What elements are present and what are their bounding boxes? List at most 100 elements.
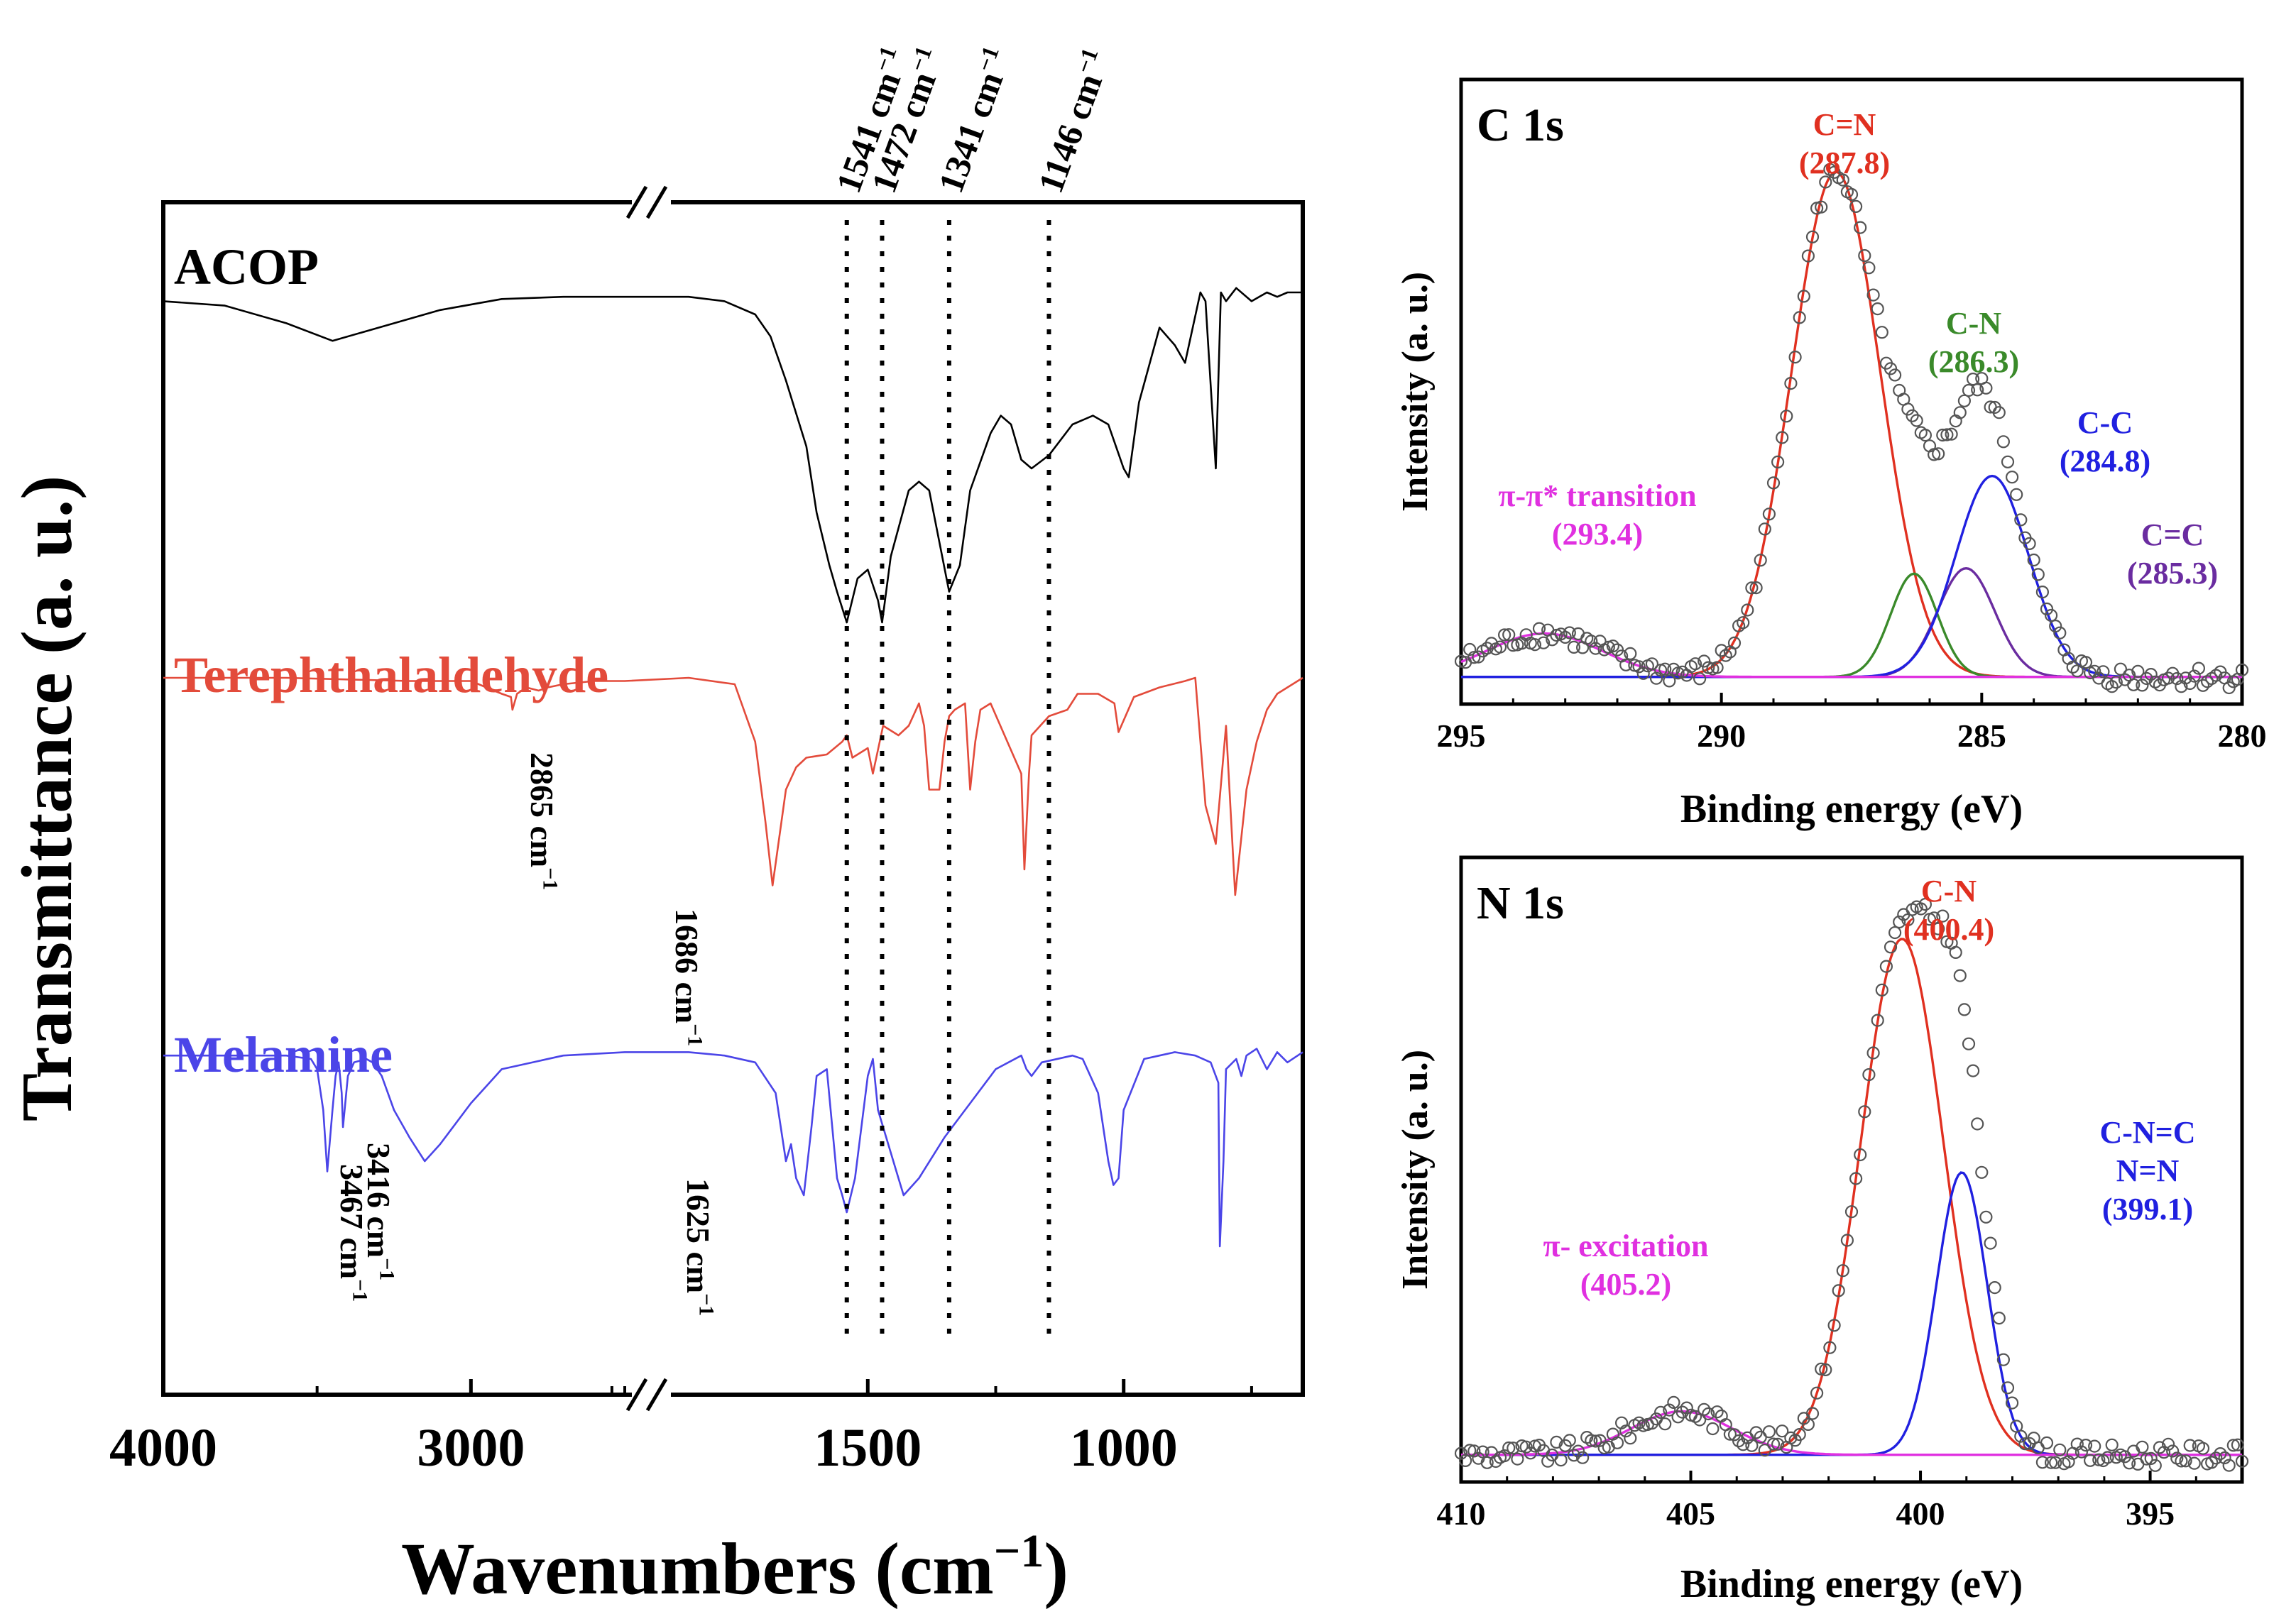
ftir-series-label-terephthalaldehyde: Terephthalaldehyde: [174, 647, 608, 703]
n1s-plot-data-point: [2140, 1452, 2153, 1466]
n1s-plot-data-point: [1827, 1319, 1841, 1332]
n1s-plot-data-point: [1667, 1395, 1680, 1410]
n1s-plot-data-point: [1732, 1434, 1746, 1448]
c1s-plot-data-point: [2045, 608, 2058, 622]
n1s-plot-data-point: [1576, 1451, 1590, 1464]
n1s-plot-data-point: [1745, 1439, 1759, 1452]
n1s-plot-data-point: [1502, 1441, 1516, 1455]
n1s-plot-data-point: [2205, 1456, 2219, 1469]
n1s-plot-frame: [1459, 855, 2244, 1484]
n1s-plot-data-point: [1875, 983, 1888, 997]
c1s-plot-data-point: [1645, 657, 1658, 671]
n1s-plot-data-point: [1932, 922, 1945, 935]
c1s-plot-data-point: [1967, 372, 1980, 386]
n1s-plot-data-point: [2074, 1445, 2088, 1459]
c1s-plot-xtick-label-295: 295: [1437, 718, 1486, 754]
n1s-plot-data-point: [2123, 1456, 2136, 1470]
n1s-plot-data-point: [1737, 1438, 1750, 1451]
c1s-plot-data-point: [2235, 663, 2249, 677]
n1s-plot-data-point: [1524, 1446, 1537, 1460]
c1s-plot-data-point: [1688, 657, 1702, 671]
n1s-plot-xtick-label-405: 405: [1666, 1495, 1715, 1532]
n1s-plot-data-point: [1844, 1205, 1859, 1219]
n1s-plot-peak-label-400.4-0: C-N: [1921, 874, 1977, 908]
ftir-break-mark-top: [645, 185, 668, 219]
n1s-plot-data-point: [1658, 1417, 1672, 1431]
c1s-plot-data-point: [1741, 603, 1754, 617]
n1s-plot-data-point: [1832, 1284, 1845, 1297]
n1s-plot-data-point: [2045, 1456, 2058, 1469]
c1s-plot-data-point: [1849, 199, 1863, 213]
n1s-plot-data-point: [2209, 1451, 2223, 1465]
n1s-plot-data-point: [2222, 1459, 2236, 1472]
ftir-annotation-1686: 1686 cm−1: [669, 908, 706, 1046]
n1s-plot-data-point: [1702, 1407, 1715, 1421]
c1s-plot-data-point: [2010, 488, 2023, 501]
n1s-plot-data-point: [1871, 1014, 1884, 1027]
c1s-plot-frame: [1459, 77, 2244, 706]
c1s-x-axis-label: Binding energy (eV): [1680, 787, 2023, 831]
n1s-plot-data-point: [1979, 1210, 1993, 1224]
n1s-plot-data-point: [1645, 1417, 1658, 1430]
xps-n1s-panel: 410 405 400 395 C-N (400.4) C-N=CN=N (399.1) π- …: [1395, 855, 2249, 1606]
c1s-plot-data-point: [1589, 642, 1602, 655]
n1s-plot-data-point: [2001, 1381, 2015, 1395]
c1s-plot-data-point: [1918, 428, 1932, 442]
c1s-plot-data-point: [2006, 471, 2019, 484]
c1s-plot-data-point: [2136, 679, 2149, 692]
c1s-plot-data-point: [1745, 581, 1759, 595]
c1s-plot-peak-label-293.4-1: (293.4): [1552, 517, 1643, 551]
n1s-plot-data-point: [2148, 1459, 2162, 1472]
n1s-plot-data-point: [2231, 1438, 2244, 1451]
n1s-plot-peak-label-405.2-1: (405.2): [1580, 1267, 1671, 1302]
ftir-break-mark-top: [625, 185, 648, 219]
n1s-plot-data-point: [2175, 1454, 2188, 1468]
c1s-plot-peak-label-286.3-0: C-N: [1946, 306, 2001, 341]
c1s-plot-data-point: [1537, 636, 1551, 649]
c1s-plot-component-286.3: [1461, 572, 2242, 679]
n1s-plot-data-point: [1585, 1434, 1598, 1447]
c1s-plot-data-point: [1737, 616, 1750, 630]
n1s-plot-xtick-label-400: 400: [1896, 1495, 1945, 1532]
n1s-plot-data-point: [1957, 1003, 1971, 1016]
n1s-plot-data-point: [1771, 1437, 1785, 1451]
n1s-plot-data-point: [1762, 1425, 1776, 1439]
n1s-plot-data-point: [1888, 926, 1902, 940]
c1s-plot-data-point: [1632, 660, 1646, 674]
c1s-plot-data-point: [1636, 666, 1650, 680]
c1s-plot-data-point: [1815, 200, 1828, 214]
n1s-plot-data-point: [1467, 1444, 1481, 1458]
c1s-plot-data-point: [1498, 628, 1511, 642]
n1s-plot-data-point: [1776, 1424, 1789, 1438]
c1s-plot-data-point: [1771, 455, 1785, 469]
c1s-plot-data-point: [1571, 627, 1585, 641]
n1s-plot-data-point: [1476, 1445, 1489, 1459]
c1s-plot-data-point: [1992, 406, 2006, 419]
c1s-plot-data-point: [1663, 674, 1676, 688]
n1s-plot-data-point: [1554, 1454, 1568, 1467]
c1s-plot-data-point: [1558, 630, 1572, 644]
c1s-plot-data-point: [1467, 651, 1481, 664]
n1s-y-axis-label: Intensity (a. u.): [1395, 1050, 1436, 1290]
c1s-plot-peak-label-293.4-0: π-π* transition: [1498, 478, 1696, 513]
ftir-xtick-label-1500: 1500: [814, 1418, 922, 1478]
n1s-plot-data-point: [1567, 1449, 1580, 1462]
n1s-plot-xtick-label-410: 410: [1437, 1495, 1486, 1532]
c1s-plot-data-point: [1901, 402, 1915, 416]
ftir-y-axis-label: Transmittance (a. u.): [7, 476, 87, 1121]
n1s-plot-peak-label-400.4-1: (400.4): [1903, 912, 1994, 947]
n1s-plot-data-point: [1793, 1427, 1806, 1442]
c1s-plot-data-point: [1945, 427, 1958, 441]
ftir-plot-frame: [161, 200, 1305, 1397]
c1s-plot-data-point: [2031, 568, 2045, 581]
n1s-plot-data-point: [1723, 1427, 1737, 1441]
n1s-plot-data-point: [1593, 1434, 1607, 1447]
c1s-y-axis-label: Intensity (a. u.): [1395, 272, 1436, 512]
n1s-plot-data-point: [1801, 1417, 1815, 1432]
c1s-plot-data-point: [1563, 626, 1576, 639]
ftir-series-group: [163, 287, 1303, 1248]
n1s-plot-data-point: [1749, 1426, 1763, 1439]
c1s-plot-data-point: [1658, 662, 1672, 676]
c1s-plot-peak-label-284.8-1: (284.8): [2060, 444, 2150, 478]
ftir-xtick-label-1000: 1000: [1070, 1418, 1178, 1478]
